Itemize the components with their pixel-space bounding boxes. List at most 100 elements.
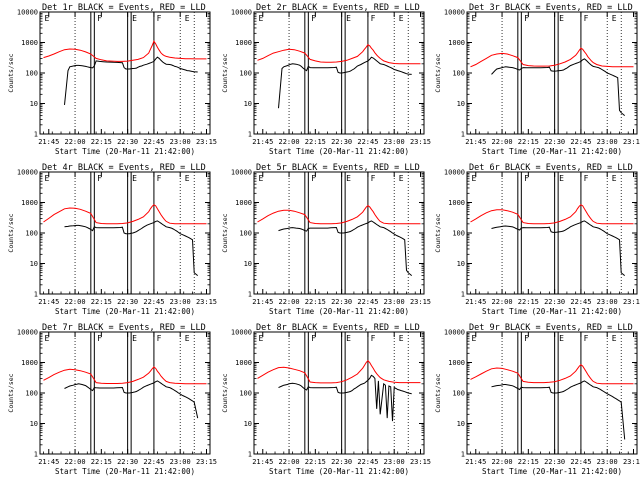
y-tick-label: 100 [452,390,465,398]
y-axis-label: Counts/sec [7,373,15,412]
lld-series-line [470,364,634,385]
y-tick-label: 1000 [21,199,38,207]
flag-marker: E [132,334,137,343]
events-series-line [491,220,626,276]
panel-title: Det 3r BLACK = Events, RED = LLD [469,3,633,13]
flag-marker: E [259,334,264,343]
x-tick-label: 21:45 [38,298,59,306]
y-tick-label: 10 [30,420,38,428]
y-tick-label: 10 [30,260,38,268]
x-tick-label: 22:00 [279,138,300,146]
flag-marker: E [259,14,264,23]
lld-series-line [43,40,207,62]
flag-marker: F [371,14,376,23]
x-tick-label: 22:15 [305,298,326,306]
flag-marker: F [97,14,102,23]
lld-series-line [470,204,634,225]
flag-marker: F [311,174,316,183]
events-series-line [278,56,412,109]
x-tick-label: 23:00 [170,138,191,146]
y-axis-label: Counts/sec [434,373,442,412]
detector-panel-5: Det 5r BLACK = Events, RED = LLD 1 10 100 10… [221,163,431,316]
x-tick-label: 22:45 [357,138,378,146]
x-tick-label: 21:45 [465,138,486,146]
x-tick-label: 23:15 [196,298,217,306]
x-tick-label: 22:45 [357,458,378,466]
x-axis-label: Start Time (20-Mar-11 21:42:00) [482,307,622,316]
x-tick-label: 23:15 [196,138,217,146]
y-tick-label: 1 [248,131,252,139]
x-tick-label: 23:00 [384,138,405,146]
x-tick-label: 22:15 [305,458,326,466]
x-axis-label: Start Time (20-Mar-11 21:42:00) [55,467,195,476]
y-tick-label: 1000 [235,359,252,367]
detector-panel-8: Det 8r BLACK = Events, RED = LLD 1 10 100 10… [221,323,431,476]
x-tick-label: 22:30 [117,138,138,146]
flag-marker: F [97,334,102,343]
events-series-line [64,380,199,419]
y-tick-label: 10 [457,420,465,428]
y-axis-label: Counts/sec [434,213,442,252]
y-tick-label: 10 [244,420,252,428]
x-tick-label: 23:00 [597,138,618,146]
panel-title: Det 9r BLACK = Events, RED = LLD [469,323,633,333]
flag-marker: E [472,334,477,343]
flag-marker: E [399,334,404,343]
x-tick-label: 22:45 [143,298,164,306]
x-axis-label: Start Time (20-Mar-11 21:42:00) [482,147,622,156]
x-tick-label: 23:15 [623,458,640,466]
flag-marker: E [185,174,190,183]
flag-marker: F [97,174,102,183]
x-tick-label: 22:00 [279,298,300,306]
y-tick-label: 10000 [17,9,38,17]
flag-marker: E [132,174,137,183]
detector-panel-7: Det 7r BLACK = Events, RED = LLD 1 10 100 10… [7,323,217,476]
y-tick-label: 100 [452,230,465,238]
flag-marker: E [45,14,50,23]
y-axis-label: Counts/sec [7,213,15,252]
y-tick-label: 10000 [444,169,465,177]
events-series-line [278,374,412,422]
x-axis-label: Start Time (20-Mar-11 21:42:00) [269,307,409,316]
lld-series-line [43,204,207,225]
y-tick-label: 1 [461,291,465,299]
flag-marker: E [185,14,190,23]
events-series-line [491,58,626,116]
y-tick-label: 10 [457,260,465,268]
y-tick-label: 100 [25,230,38,238]
x-axis-label: Start Time (20-Mar-11 21:42:00) [269,467,409,476]
flag-marker: E [612,14,617,23]
flag-marker: E [559,174,564,183]
y-tick-label: 10 [244,260,252,268]
y-tick-label: 100 [25,70,38,78]
x-tick-label: 21:45 [252,298,273,306]
y-tick-label: 100 [25,390,38,398]
detector-panel-4: Det 4r BLACK = Events, RED = LLD 1 10 100 10… [7,163,217,316]
flag-marker: F [524,14,529,23]
x-tick-label: 22:15 [91,138,112,146]
y-tick-label: 1 [461,131,465,139]
flag-marker: E [45,334,50,343]
flag-marker: F [524,334,529,343]
x-tick-label: 22:45 [357,298,378,306]
lld-series-line [43,366,207,385]
flag-marker: E [45,174,50,183]
x-tick-label: 22:45 [570,298,591,306]
x-tick-label: 22:15 [518,298,539,306]
y-tick-label: 10000 [231,169,252,177]
x-tick-label: 23:15 [623,298,640,306]
flag-marker: F [524,174,529,183]
y-tick-label: 1000 [235,199,252,207]
y-tick-label: 1000 [21,359,38,367]
x-tick-label: 22:30 [331,458,352,466]
flag-marker: E [472,174,477,183]
flag-marker: F [157,334,162,343]
events-series-line [64,56,198,105]
y-tick-label: 1 [248,451,252,459]
panel-title: Det 2r BLACK = Events, RED = LLD [256,3,420,13]
x-tick-label: 22:30 [117,458,138,466]
flag-marker: E [559,334,564,343]
x-tick-label: 22:30 [331,298,352,306]
y-tick-label: 100 [239,70,252,78]
